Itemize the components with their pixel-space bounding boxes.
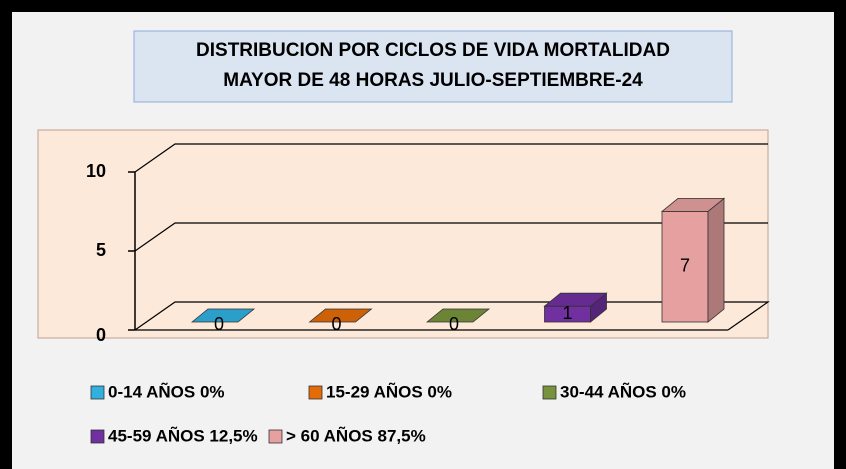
chart-title: DISTRIBUCION POR CICLOS DE VIDA MORTALID… [196,40,670,61]
title-box [133,30,733,103]
legend-label: > 60 AÑOS 87,5% [286,425,426,445]
grid-line [134,222,768,252]
data-label: 1 [562,303,572,323]
legend-label: 45-59 AÑOS 12,5% [108,425,258,445]
chart-title: MAYOR DE 48 HORAS JULIO-SEPTIEMBRE-24 [223,70,643,91]
grid-line [134,143,768,173]
bar [660,197,726,323]
bar-top [308,308,373,323]
legend-swatch [542,385,557,400]
legend-label: 15-29 AÑOS 0% [326,381,452,401]
data-label: 0 [449,314,459,334]
bar [543,292,608,323]
bar-top [190,308,256,323]
y-tick-label: 0 [96,325,106,345]
legend-label: 0-14 AÑOS 0% [108,381,225,401]
legend-label: 30-44 AÑOS 0% [560,381,686,401]
data-label: 7 [680,255,690,275]
bar [425,308,491,323]
legend-swatch [90,385,105,400]
legend-swatch [90,429,105,444]
bar-top [660,197,726,212]
bar-top [425,308,491,323]
legend-swatch [268,429,283,444]
floor [134,301,770,331]
bar-top [543,292,608,307]
bar [190,308,256,323]
y-tick-label: 5 [96,240,106,260]
data-label: 0 [214,314,224,334]
bar-side [707,197,725,323]
bar [308,308,373,323]
legend-swatch [308,385,323,400]
data-label: 0 [331,314,341,334]
y-tick-label: 10 [86,161,106,181]
plot-area [37,129,769,339]
